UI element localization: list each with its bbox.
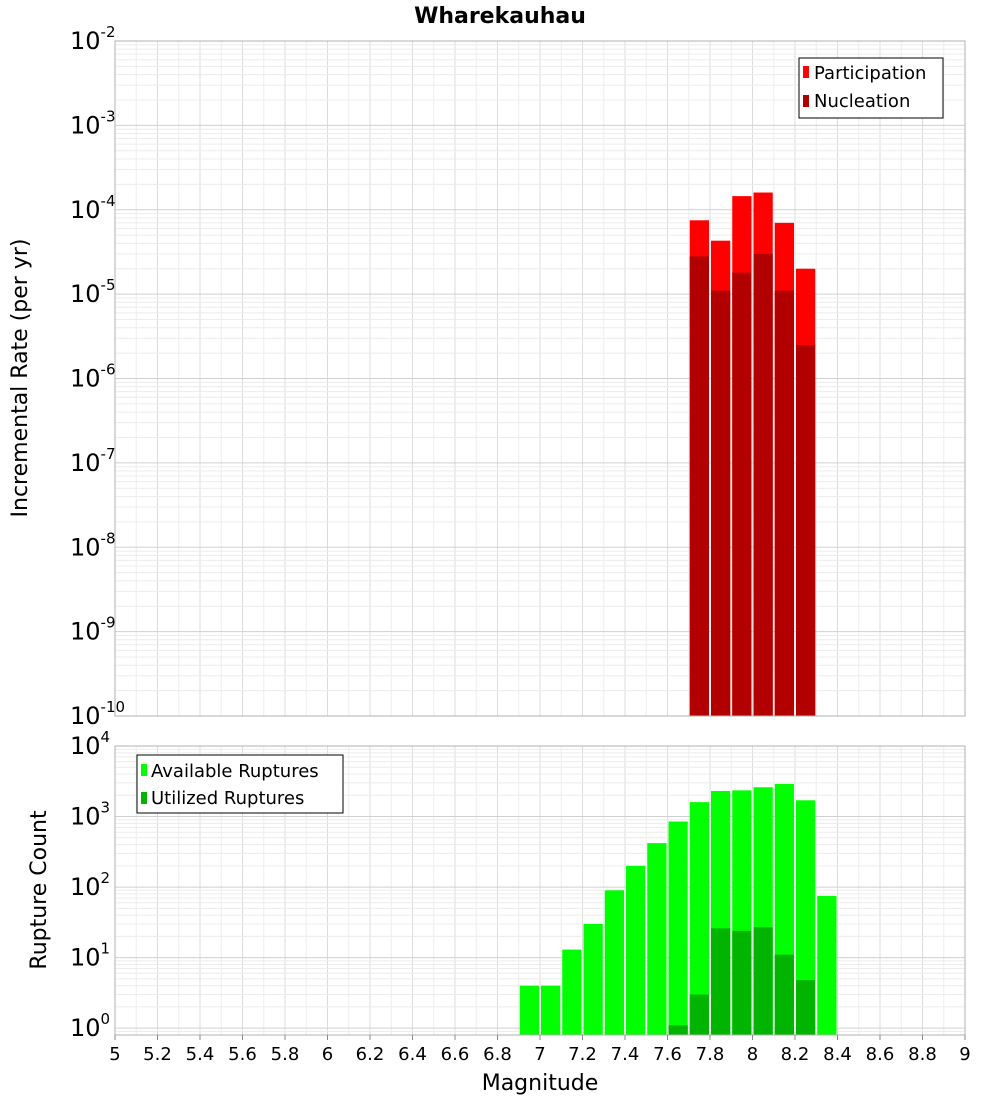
top-y-axis-ticks: 10-10 10-9 10-8 10-7 10-6 10-5 10-4 10-3 10-2 bbox=[70, 23, 125, 730]
y-tick-label: 10-9 bbox=[70, 614, 116, 646]
x-axis-label: Magnitude bbox=[482, 1071, 599, 1096]
x-tick-label: 8.6 bbox=[866, 1044, 895, 1065]
bar-utilized-ruptures-7.75 bbox=[689, 994, 709, 1035]
x-tick-label: 5.2 bbox=[143, 1044, 172, 1065]
x-tick-label: 8.2 bbox=[781, 1044, 810, 1065]
bar-nucleation-7.75 bbox=[689, 256, 709, 716]
y-tick-label: 10-3 bbox=[70, 107, 116, 139]
y-tick-label: 102 bbox=[70, 869, 110, 901]
y-tick-label: 10-7 bbox=[70, 445, 116, 477]
top-legend-box bbox=[798, 57, 944, 119]
y-tick-label: 10-8 bbox=[70, 529, 116, 561]
bar-available-ruptures-7.55 bbox=[647, 843, 667, 1035]
bottom-grid bbox=[114, 746, 966, 1036]
bar-available-ruptures-7.65 bbox=[668, 821, 688, 1035]
y-tick-label: 10-6 bbox=[70, 361, 116, 393]
x-tick-label: 6.4 bbox=[398, 1044, 427, 1065]
top-plot-border bbox=[114, 40, 966, 717]
bar-utilized-ruptures-8.15 bbox=[774, 954, 794, 1035]
bottom-legend: Available Ruptures Utilized Ruptures bbox=[136, 754, 344, 814]
bar-utilized-ruptures-7.95 bbox=[732, 930, 752, 1035]
bar-nucleation-7.85 bbox=[711, 290, 731, 716]
x-tick-label: 5 bbox=[109, 1044, 120, 1065]
bar-utilized-ruptures-8.25 bbox=[796, 980, 816, 1035]
x-tick-label: 7 bbox=[534, 1044, 545, 1065]
bottom-y-axis-ticks: 100 101 102 103 104 bbox=[70, 728, 110, 1042]
legend-swatch-available-ruptures bbox=[141, 764, 147, 776]
x-tick-label: 6.6 bbox=[441, 1044, 470, 1065]
chart-title: Wharekauhau bbox=[414, 4, 586, 29]
x-tick-label: 5.8 bbox=[271, 1044, 300, 1065]
bar-utilized-ruptures-8.05 bbox=[753, 927, 773, 1035]
top-grid bbox=[114, 41, 966, 717]
y-tick-label: 10-10 bbox=[70, 698, 125, 730]
legend-swatch-participation bbox=[803, 66, 809, 78]
legend-label-available-ruptures: Available Ruptures bbox=[151, 761, 319, 782]
bar-available-ruptures-7.35 bbox=[604, 890, 624, 1035]
bar-utilized-ruptures-7.65 bbox=[668, 1025, 688, 1035]
bar-available-ruptures-6.95 bbox=[519, 985, 539, 1035]
bottom-bars bbox=[519, 783, 837, 1035]
y-tick-label: 103 bbox=[70, 799, 110, 831]
x-axis-ticks: 5 5.2 5.4 5.6 5.8 6 6.2 6.4 6.6 6.8 7 7.2 7.4 7.6 7.8 8… bbox=[109, 1035, 971, 1065]
x-tick-label: 7.8 bbox=[696, 1044, 725, 1065]
x-tick-label: 8 bbox=[747, 1044, 758, 1065]
legend-swatch-utilized-ruptures bbox=[141, 792, 147, 804]
legend-label-utilized-ruptures: Utilized Ruptures bbox=[151, 788, 304, 809]
bottom-y-axis-label: Rupture Count bbox=[27, 810, 52, 970]
x-tick-label: 6 bbox=[322, 1044, 333, 1065]
top-y-axis-label: Incremental Rate (per yr) bbox=[8, 239, 33, 518]
bar-nucleation-7.95 bbox=[732, 272, 752, 716]
bar-available-ruptures-7.45 bbox=[626, 865, 646, 1035]
legend-label-participation: Participation bbox=[814, 63, 926, 84]
x-tick-label: 7.2 bbox=[568, 1044, 597, 1065]
bar-available-ruptures-8.25 bbox=[796, 800, 816, 1035]
bar-available-ruptures-8.35 bbox=[817, 895, 837, 1035]
top-legend: Participation Nucleation bbox=[798, 57, 944, 119]
y-tick-label: 100 bbox=[70, 1010, 110, 1042]
top-bars bbox=[689, 192, 816, 717]
bar-available-ruptures-7.25 bbox=[583, 923, 603, 1035]
x-tick-label: 7.6 bbox=[653, 1044, 682, 1065]
x-tick-label: 7.4 bbox=[611, 1044, 640, 1065]
bar-available-ruptures-7.75 bbox=[689, 802, 709, 1035]
x-tick-label: 9 bbox=[959, 1044, 970, 1065]
bar-nucleation-8.25 bbox=[796, 344, 816, 716]
x-tick-label: 5.6 bbox=[228, 1044, 257, 1065]
x-tick-label: 8.8 bbox=[908, 1044, 937, 1065]
x-tick-label: 6.8 bbox=[483, 1044, 512, 1065]
legend-swatch-nucleation bbox=[803, 95, 809, 107]
x-tick-label: 6.2 bbox=[356, 1044, 385, 1065]
y-tick-label: 10-2 bbox=[70, 23, 116, 55]
y-tick-label: 104 bbox=[70, 728, 110, 760]
bar-nucleation-8.05 bbox=[753, 253, 773, 716]
legend-label-nucleation: Nucleation bbox=[814, 91, 910, 112]
bottom-legend-box bbox=[136, 754, 344, 814]
x-tick-label: 8.4 bbox=[823, 1044, 852, 1065]
bar-utilized-ruptures-7.85 bbox=[711, 928, 731, 1035]
bar-available-ruptures-7.15 bbox=[562, 949, 582, 1035]
bar-available-ruptures-7.05 bbox=[541, 985, 561, 1035]
y-tick-label: 10-4 bbox=[70, 192, 116, 224]
y-tick-label: 101 bbox=[70, 940, 110, 972]
bar-nucleation-8.15 bbox=[774, 290, 794, 716]
x-tick-label: 5.4 bbox=[186, 1044, 215, 1065]
y-tick-label: 10-5 bbox=[70, 276, 116, 308]
